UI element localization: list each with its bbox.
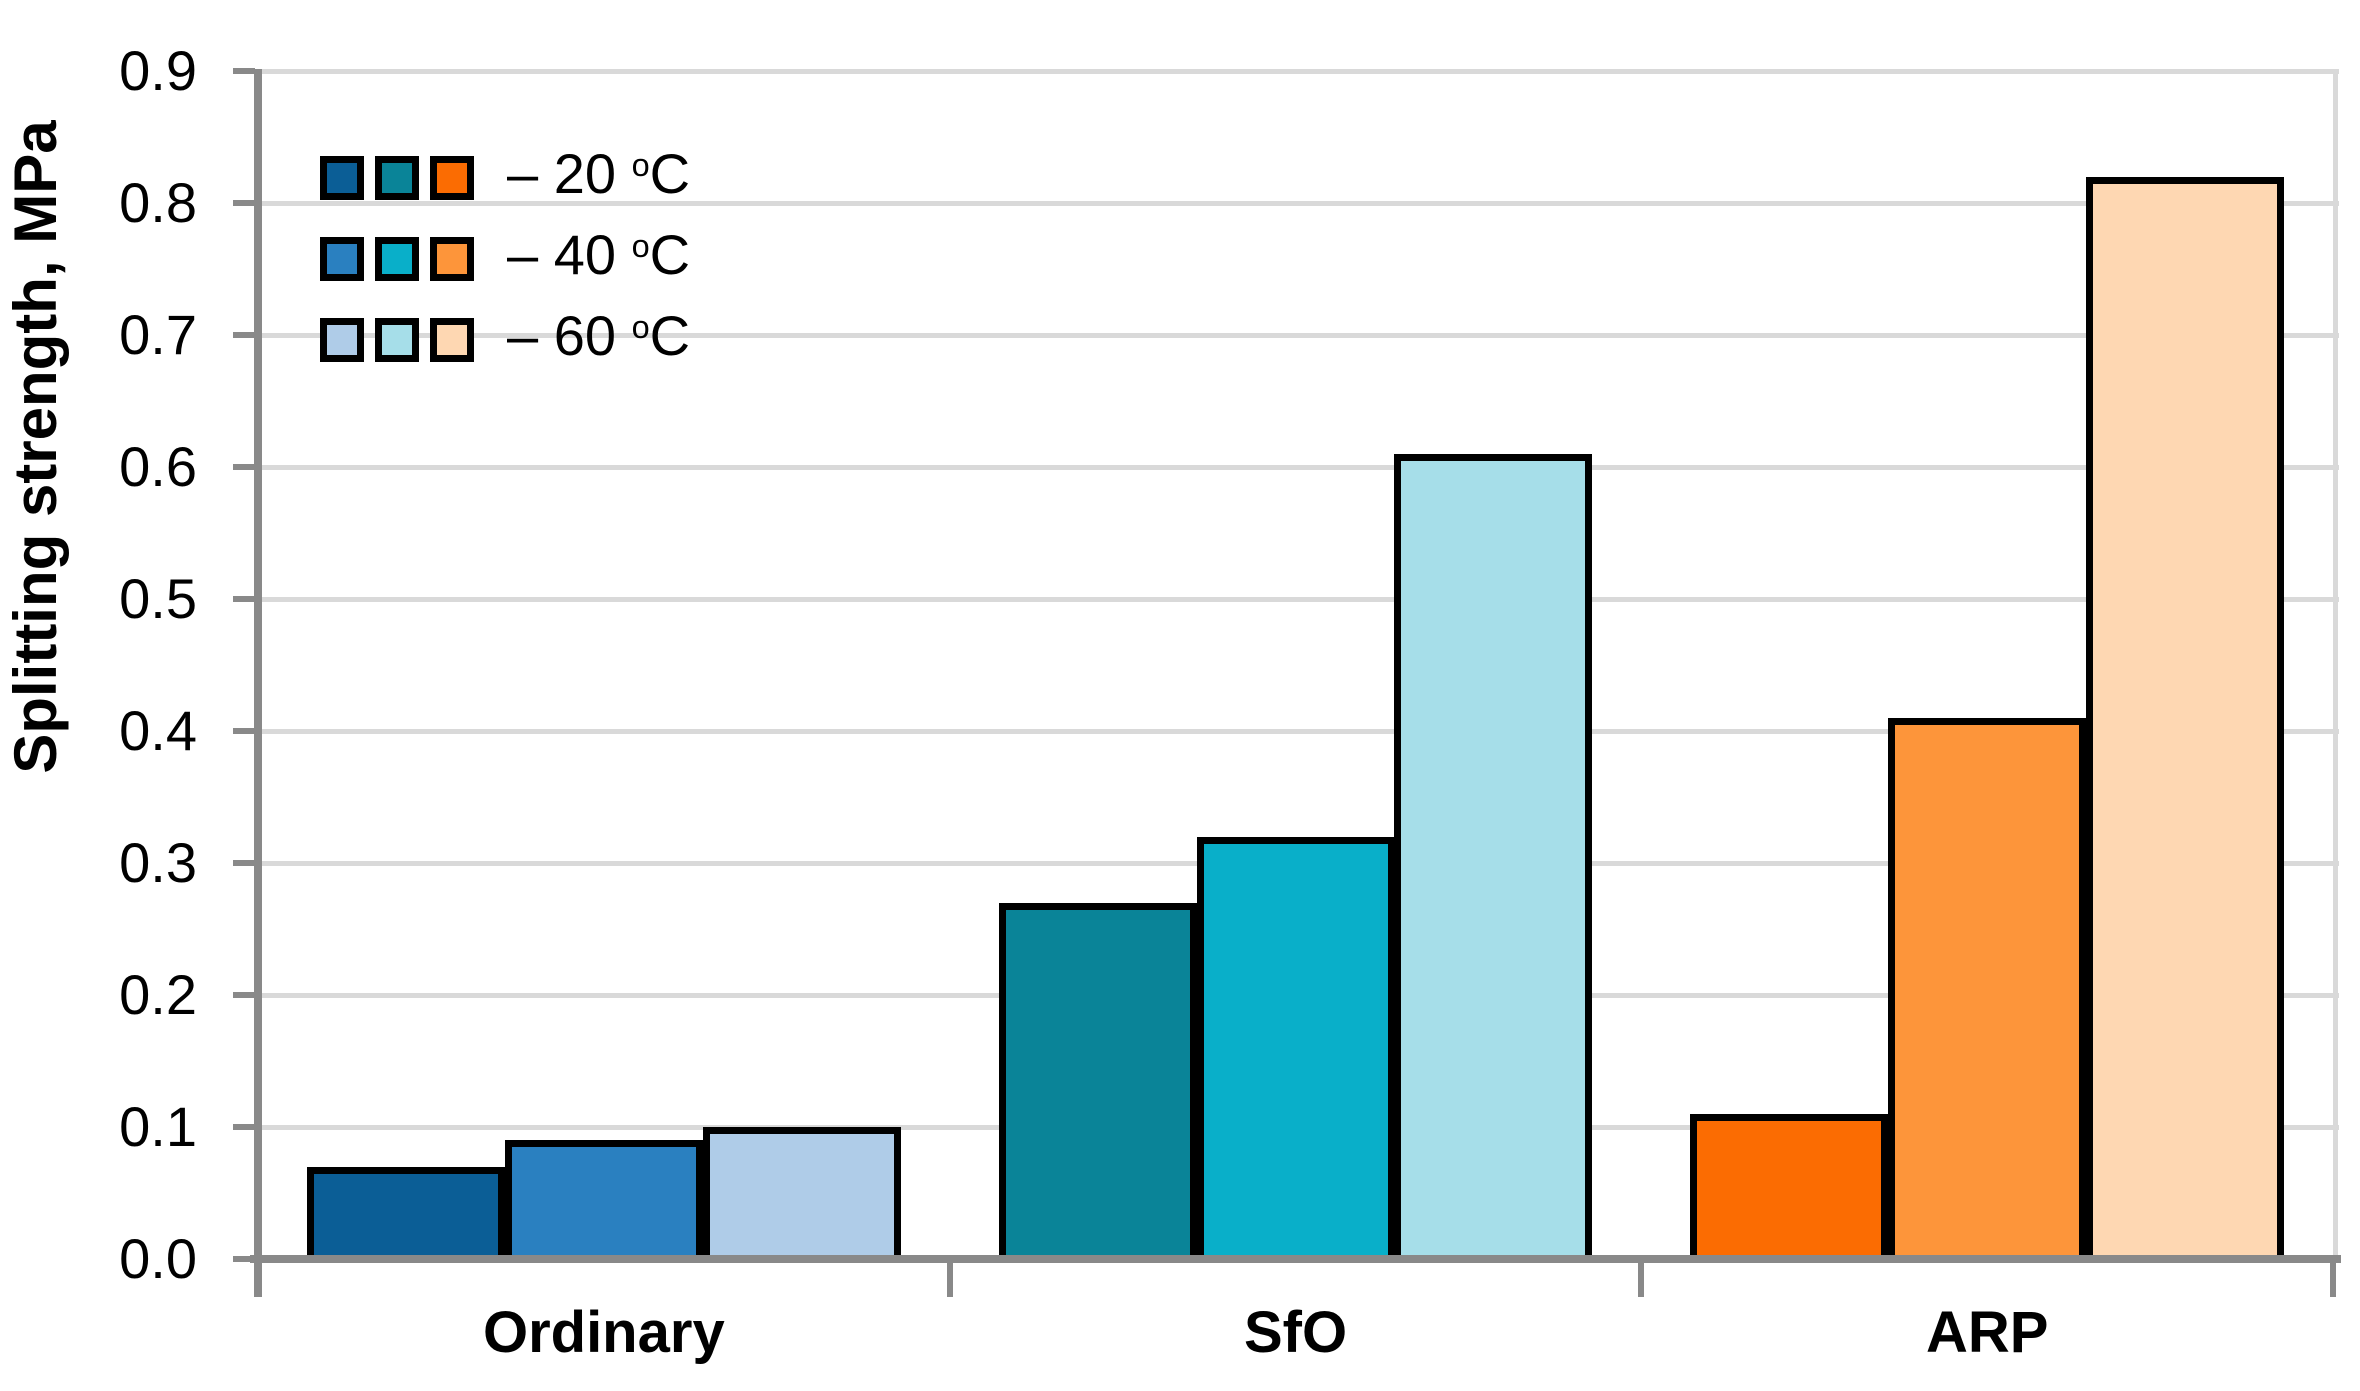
y-tick-0.0 <box>233 1256 255 1262</box>
legend-swatch-sfo-40c <box>375 236 419 281</box>
y-tick-label-0.1: 0.1 <box>119 1095 197 1158</box>
y-tick-0.4 <box>233 728 255 734</box>
legend-swatch-arp-60c <box>430 317 474 362</box>
gridline-0.9 <box>262 69 2339 74</box>
x-label-ordinary: Ordinary <box>482 1300 725 1365</box>
y-tick-0.7 <box>233 332 255 338</box>
y-tick-label-0.0: 0.0 <box>119 1227 197 1290</box>
y-tick-0.1 <box>233 1124 255 1130</box>
x-label-arp: ARP <box>1925 1300 2049 1365</box>
bar-sfo-40c <box>1197 837 1395 1259</box>
x-axis-labels: Ordinary SfO ARP <box>258 1298 2333 1378</box>
x-axis-boundary-tick-2 <box>1638 1263 1644 1297</box>
legend-swatch-sfo-20c <box>375 155 419 200</box>
y-tick-label-0.4: 0.4 <box>119 699 197 762</box>
y-tick-label-0.5: 0.5 <box>119 567 197 630</box>
legend-swatch-ordinary-60c <box>320 317 364 362</box>
y-tick-label-0.3: 0.3 <box>119 831 197 894</box>
x-axis-boundary-tick-3 <box>2330 1263 2336 1297</box>
y-tick-0.5 <box>233 596 255 602</box>
y-tick-label-0.9: 0.9 <box>119 39 197 102</box>
plot-right-border <box>2333 69 2338 1259</box>
x-axis-boundary-tick-0 <box>255 1263 261 1297</box>
gridline-0.7 <box>262 333 2339 338</box>
bar-sfo-20c <box>999 903 1197 1259</box>
legend-label-60c: – 60 oC <box>507 303 691 367</box>
bar-arp-60c <box>2086 177 2284 1259</box>
bar-sfo-60c <box>1394 454 1592 1259</box>
bar-ordinary-20c <box>307 1167 505 1259</box>
legend-label-20c: – 20 oC <box>507 141 691 205</box>
legend-swatch-ordinary-20c <box>320 155 364 200</box>
legend-row-40c: – 40 oC <box>320 226 690 282</box>
gridline-0.5 <box>262 597 2339 602</box>
y-tick-0.9 <box>233 68 255 74</box>
bar-arp-40c <box>1888 718 2086 1259</box>
bar-arp-20c <box>1690 1114 1888 1259</box>
legend-swatch-arp-40c <box>430 236 474 281</box>
y-tick-label-0.8: 0.8 <box>119 171 197 234</box>
y-tick-0.2 <box>233 992 255 998</box>
x-axis-line <box>250 1255 2341 1263</box>
legend-row-60c: – 60 oC <box>320 307 690 363</box>
y-tick-0.8 <box>233 200 255 206</box>
legend-label-40c: – 40 oC <box>507 222 691 286</box>
bar-ordinary-60c <box>703 1127 901 1259</box>
y-tick-label-0.6: 0.6 <box>119 435 197 498</box>
legend: – 20 oC – 40 oC – 60 oC <box>320 145 690 398</box>
legend-swatch-ordinary-40c <box>320 236 364 281</box>
y-tick-label-0.7: 0.7 <box>119 303 197 366</box>
x-label-sfo: SfO <box>1243 1300 1348 1365</box>
y-tick-0.6 <box>233 464 255 470</box>
gridline-0.6 <box>262 465 2339 470</box>
bar-ordinary-40c <box>505 1140 703 1259</box>
gridline-0.8 <box>262 201 2339 206</box>
legend-swatch-sfo-60c <box>375 317 419 362</box>
x-axis-boundary-tick-1 <box>947 1263 953 1297</box>
gridline-0.4 <box>262 729 2339 734</box>
y-tick-label-0.2: 0.2 <box>119 963 197 1026</box>
y-axis-line <box>254 69 262 1297</box>
legend-swatch-arp-20c <box>430 155 474 200</box>
y-tick-0.3 <box>233 860 255 866</box>
legend-row-20c: – 20 oC <box>320 145 690 201</box>
